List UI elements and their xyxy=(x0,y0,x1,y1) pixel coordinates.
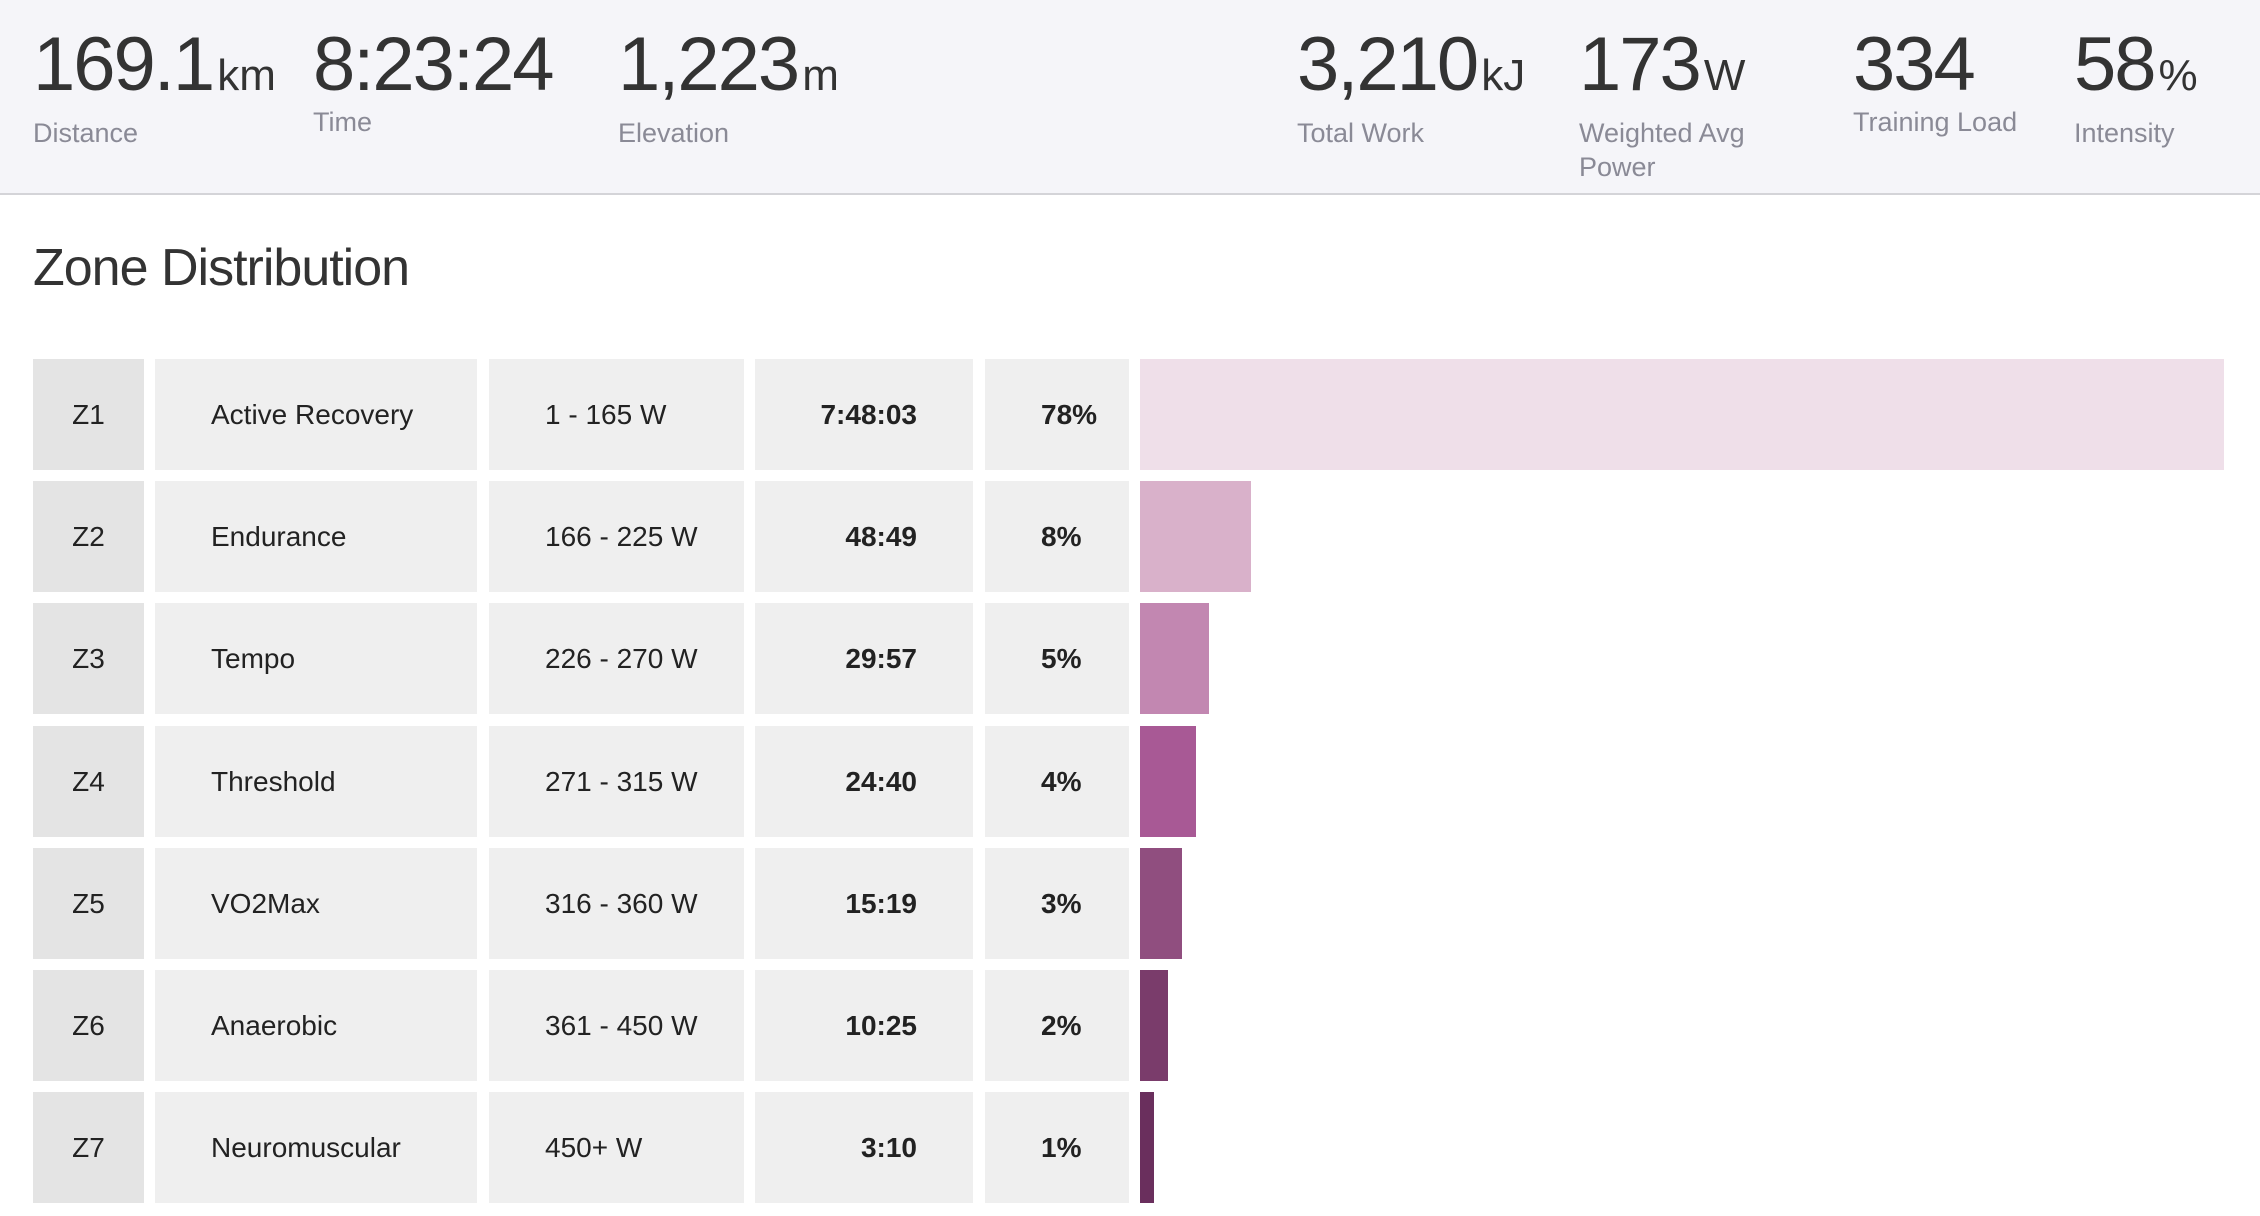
stat-total-work-unit: kJ xyxy=(1481,51,1526,100)
zone-distribution-title: Zone Distribution xyxy=(33,239,410,297)
zone-power-range: 226 - 270 W xyxy=(489,603,744,714)
stat-distance-label: Distance xyxy=(33,118,139,148)
stat-weighted-avg-power-unit: W xyxy=(1703,51,1746,100)
zone-row: Z2 Endurance 166 - 225 W 48:49 8% xyxy=(0,481,2260,592)
zone-power-range: 450+ W xyxy=(489,1092,744,1203)
zone-percent: 78% xyxy=(985,359,1129,470)
zone-bar xyxy=(1140,726,1196,837)
zone-id: Z2 xyxy=(33,481,144,592)
zone-id: Z5 xyxy=(33,848,144,959)
zone-bar xyxy=(1140,1092,1154,1203)
stat-weighted-avg-power-value: 173 xyxy=(1579,22,1702,107)
zone-row: Z1 Active Recovery 1 - 165 W 7:48:03 78% xyxy=(0,359,2260,470)
zone-time: 3:10 xyxy=(755,1092,973,1203)
stat-training-load-value: 334 xyxy=(1853,22,1976,107)
zone-time: 24:40 xyxy=(755,726,973,837)
zone-bar xyxy=(1140,359,2224,470)
zone-bar xyxy=(1140,970,1168,1081)
stat-time-label: Time xyxy=(313,107,372,137)
zone-percent: 2% xyxy=(985,970,1129,1081)
zone-row: Z3 Tempo 226 - 270 W 29:57 5% xyxy=(0,603,2260,714)
stat-total-work-value: 3,210 xyxy=(1297,22,1479,107)
stat-intensity-value: 58 xyxy=(2074,22,2157,107)
zone-percent: 5% xyxy=(985,603,1129,714)
zone-power-range: 1 - 165 W xyxy=(489,359,744,470)
zone-name: Anaerobic xyxy=(155,970,477,1081)
zone-row: Z4 Threshold 271 - 315 W 24:40 4% xyxy=(0,726,2260,837)
zone-percent: 1% xyxy=(985,1092,1129,1203)
zone-name: Threshold xyxy=(155,726,477,837)
zone-time: 48:49 xyxy=(755,481,973,592)
zone-id: Z4 xyxy=(33,726,144,837)
zone-power-range: 271 - 315 W xyxy=(489,726,744,837)
stat-weighted-avg-power-value-line: 173W xyxy=(1579,26,1745,115)
stat-weighted-avg-power-label-1: Weighted Avg xyxy=(1579,118,1745,148)
zone-name: Endurance xyxy=(155,481,477,592)
zone-name: VO2Max xyxy=(155,848,477,959)
zone-row: Z5 VO2Max 316 - 360 W 15:19 3% xyxy=(0,848,2260,959)
stat-time-value: 8:23:24 xyxy=(313,22,555,107)
stat-intensity-unit: % xyxy=(2158,51,2198,100)
stat-time-value-line: 8:23:24 xyxy=(313,26,555,104)
stat-total-work-label: Total Work xyxy=(1297,118,1425,148)
zone-name: Active Recovery xyxy=(155,359,477,470)
stat-time: 8:23:24 Time xyxy=(313,26,555,138)
zone-percent: 3% xyxy=(985,848,1129,959)
zone-bar xyxy=(1140,848,1182,959)
zone-id: Z1 xyxy=(33,359,144,470)
stat-training-load: 334 Training Load xyxy=(1853,26,2017,138)
zone-bar xyxy=(1140,603,1209,714)
stat-intensity: 58% Intensity xyxy=(2074,26,2198,149)
stat-distance: 169.1km Distance xyxy=(33,26,276,149)
zone-time: 10:25 xyxy=(755,970,973,1081)
zone-time: 15:19 xyxy=(755,848,973,959)
stat-total-work-value-line: 3,210kJ xyxy=(1297,26,1525,115)
stat-weighted-avg-power: 173W Weighted Avg Power xyxy=(1579,26,1745,183)
zone-bar xyxy=(1140,481,1251,592)
stat-elevation: 1,223m Elevation xyxy=(618,26,839,149)
zone-percent: 8% xyxy=(985,481,1129,592)
stat-elevation-label: Elevation xyxy=(618,118,730,148)
zone-time: 29:57 xyxy=(755,603,973,714)
zone-row: Z6 Anaerobic 361 - 450 W 10:25 2% xyxy=(0,970,2260,1081)
stat-distance-unit: km xyxy=(217,51,276,100)
zone-name: Tempo xyxy=(155,603,477,714)
zone-power-range: 166 - 225 W xyxy=(489,481,744,592)
stat-distance-value-line: 169.1km xyxy=(33,26,276,115)
stat-total-work: 3,210kJ Total Work xyxy=(1297,26,1525,149)
stat-elevation-value-line: 1,223m xyxy=(618,26,839,115)
zone-row: Z7 Neuromuscular 450+ W 3:10 1% xyxy=(0,1092,2260,1203)
stats-header: 169.1km Distance 8:23:24 Time 1,223m Ele… xyxy=(0,0,2260,195)
zone-name: Neuromuscular xyxy=(155,1092,477,1203)
stat-intensity-label: Intensity xyxy=(2074,118,2175,148)
zone-id: Z3 xyxy=(33,603,144,714)
zone-time: 7:48:03 xyxy=(755,359,973,470)
stat-elevation-unit: m xyxy=(802,51,839,100)
stat-training-load-value-line: 334 xyxy=(1853,26,2017,104)
zone-id: Z7 xyxy=(33,1092,144,1203)
stat-training-load-label: Training Load xyxy=(1853,107,2018,137)
stat-intensity-value-line: 58% xyxy=(2074,26,2198,115)
stat-weighted-avg-power-label-2: Power xyxy=(1579,152,1656,182)
zone-power-range: 316 - 360 W xyxy=(489,848,744,959)
zone-percent: 4% xyxy=(985,726,1129,837)
stat-elevation-value: 1,223 xyxy=(618,22,800,107)
zone-power-range: 361 - 450 W xyxy=(489,970,744,1081)
stat-distance-value: 169.1 xyxy=(33,22,215,107)
zone-id: Z6 xyxy=(33,970,144,1081)
